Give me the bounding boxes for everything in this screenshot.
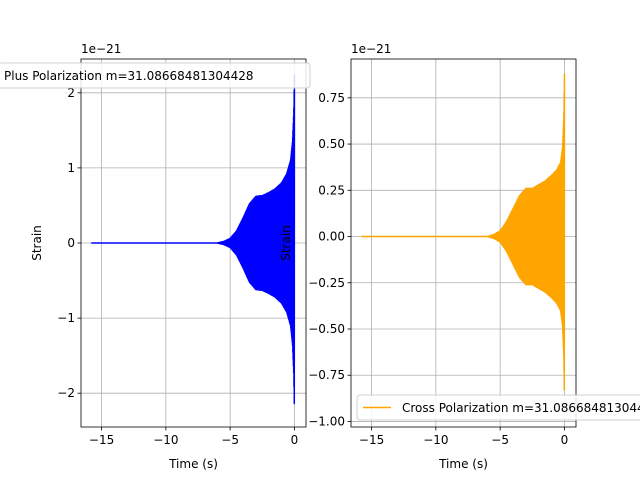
legend: Cross Polarization m=31.08668481304428	[356, 394, 640, 421]
y-tick-label: −1.00	[308, 414, 345, 428]
y-tick-label: −2	[57, 386, 75, 400]
y-tick-label: −0.25	[308, 276, 345, 290]
y-tick-label: 0	[67, 236, 75, 250]
x-tick-label: −15	[89, 433, 114, 447]
legend: Plus Polarization m=31.08668481304428	[0, 62, 311, 89]
y-tick-label: 0.50	[318, 137, 345, 151]
legend-entry-plus-polarization: Plus Polarization m=31.08668481304428	[4, 69, 254, 83]
legend-box	[0, 62, 311, 89]
x-tick-label: 0	[291, 433, 299, 447]
legend-box	[356, 394, 640, 421]
y-tick-label: −1	[57, 311, 75, 325]
tick-group: −15 −10 −5 0 −1.00 −0.75 −0.50 −0.25 0.00 0.25 0.5…	[308, 91, 568, 447]
x-tick-label: −15	[359, 433, 384, 447]
y-tick-label: −0.75	[308, 368, 345, 382]
y-tick-label: 0.25	[318, 183, 345, 197]
y-offset-text: 1e−21	[81, 42, 121, 56]
waveform-line	[360, 73, 566, 391]
series-group	[360, 73, 566, 391]
x-tick-label: −5	[491, 433, 509, 447]
waveform-line	[90, 74, 296, 405]
x-tick-label: −10	[423, 433, 448, 447]
y-tick-label: 0.75	[318, 91, 345, 105]
x-tick-label: −5	[221, 433, 239, 447]
y-tick-label: 0.00	[318, 230, 345, 244]
y-tick-label: −0.50	[308, 322, 345, 336]
x-axis-label: Time (s)	[168, 457, 218, 471]
x-tick-label: 0	[561, 433, 569, 447]
legend-entry-cross-polarization: Cross Polarization m=31.08668481304428	[402, 401, 640, 415]
y-axis-label: Strain	[279, 225, 293, 261]
y-tick-label: 1	[67, 161, 75, 175]
series-group	[90, 74, 296, 405]
cross-polarization-axes: −15 −10 −5 0 −1.00 −0.75 −0.50 −0.25 0.00 0.25 0.5…	[279, 42, 640, 471]
x-axis-label: Time (s)	[438, 457, 488, 471]
y-axis-label: Strain	[30, 225, 44, 261]
axes-frame	[350, 58, 577, 428]
y-tick-label: 2	[67, 86, 75, 100]
x-tick-label: −10	[153, 433, 178, 447]
y-offset-text: 1e−21	[351, 42, 391, 56]
